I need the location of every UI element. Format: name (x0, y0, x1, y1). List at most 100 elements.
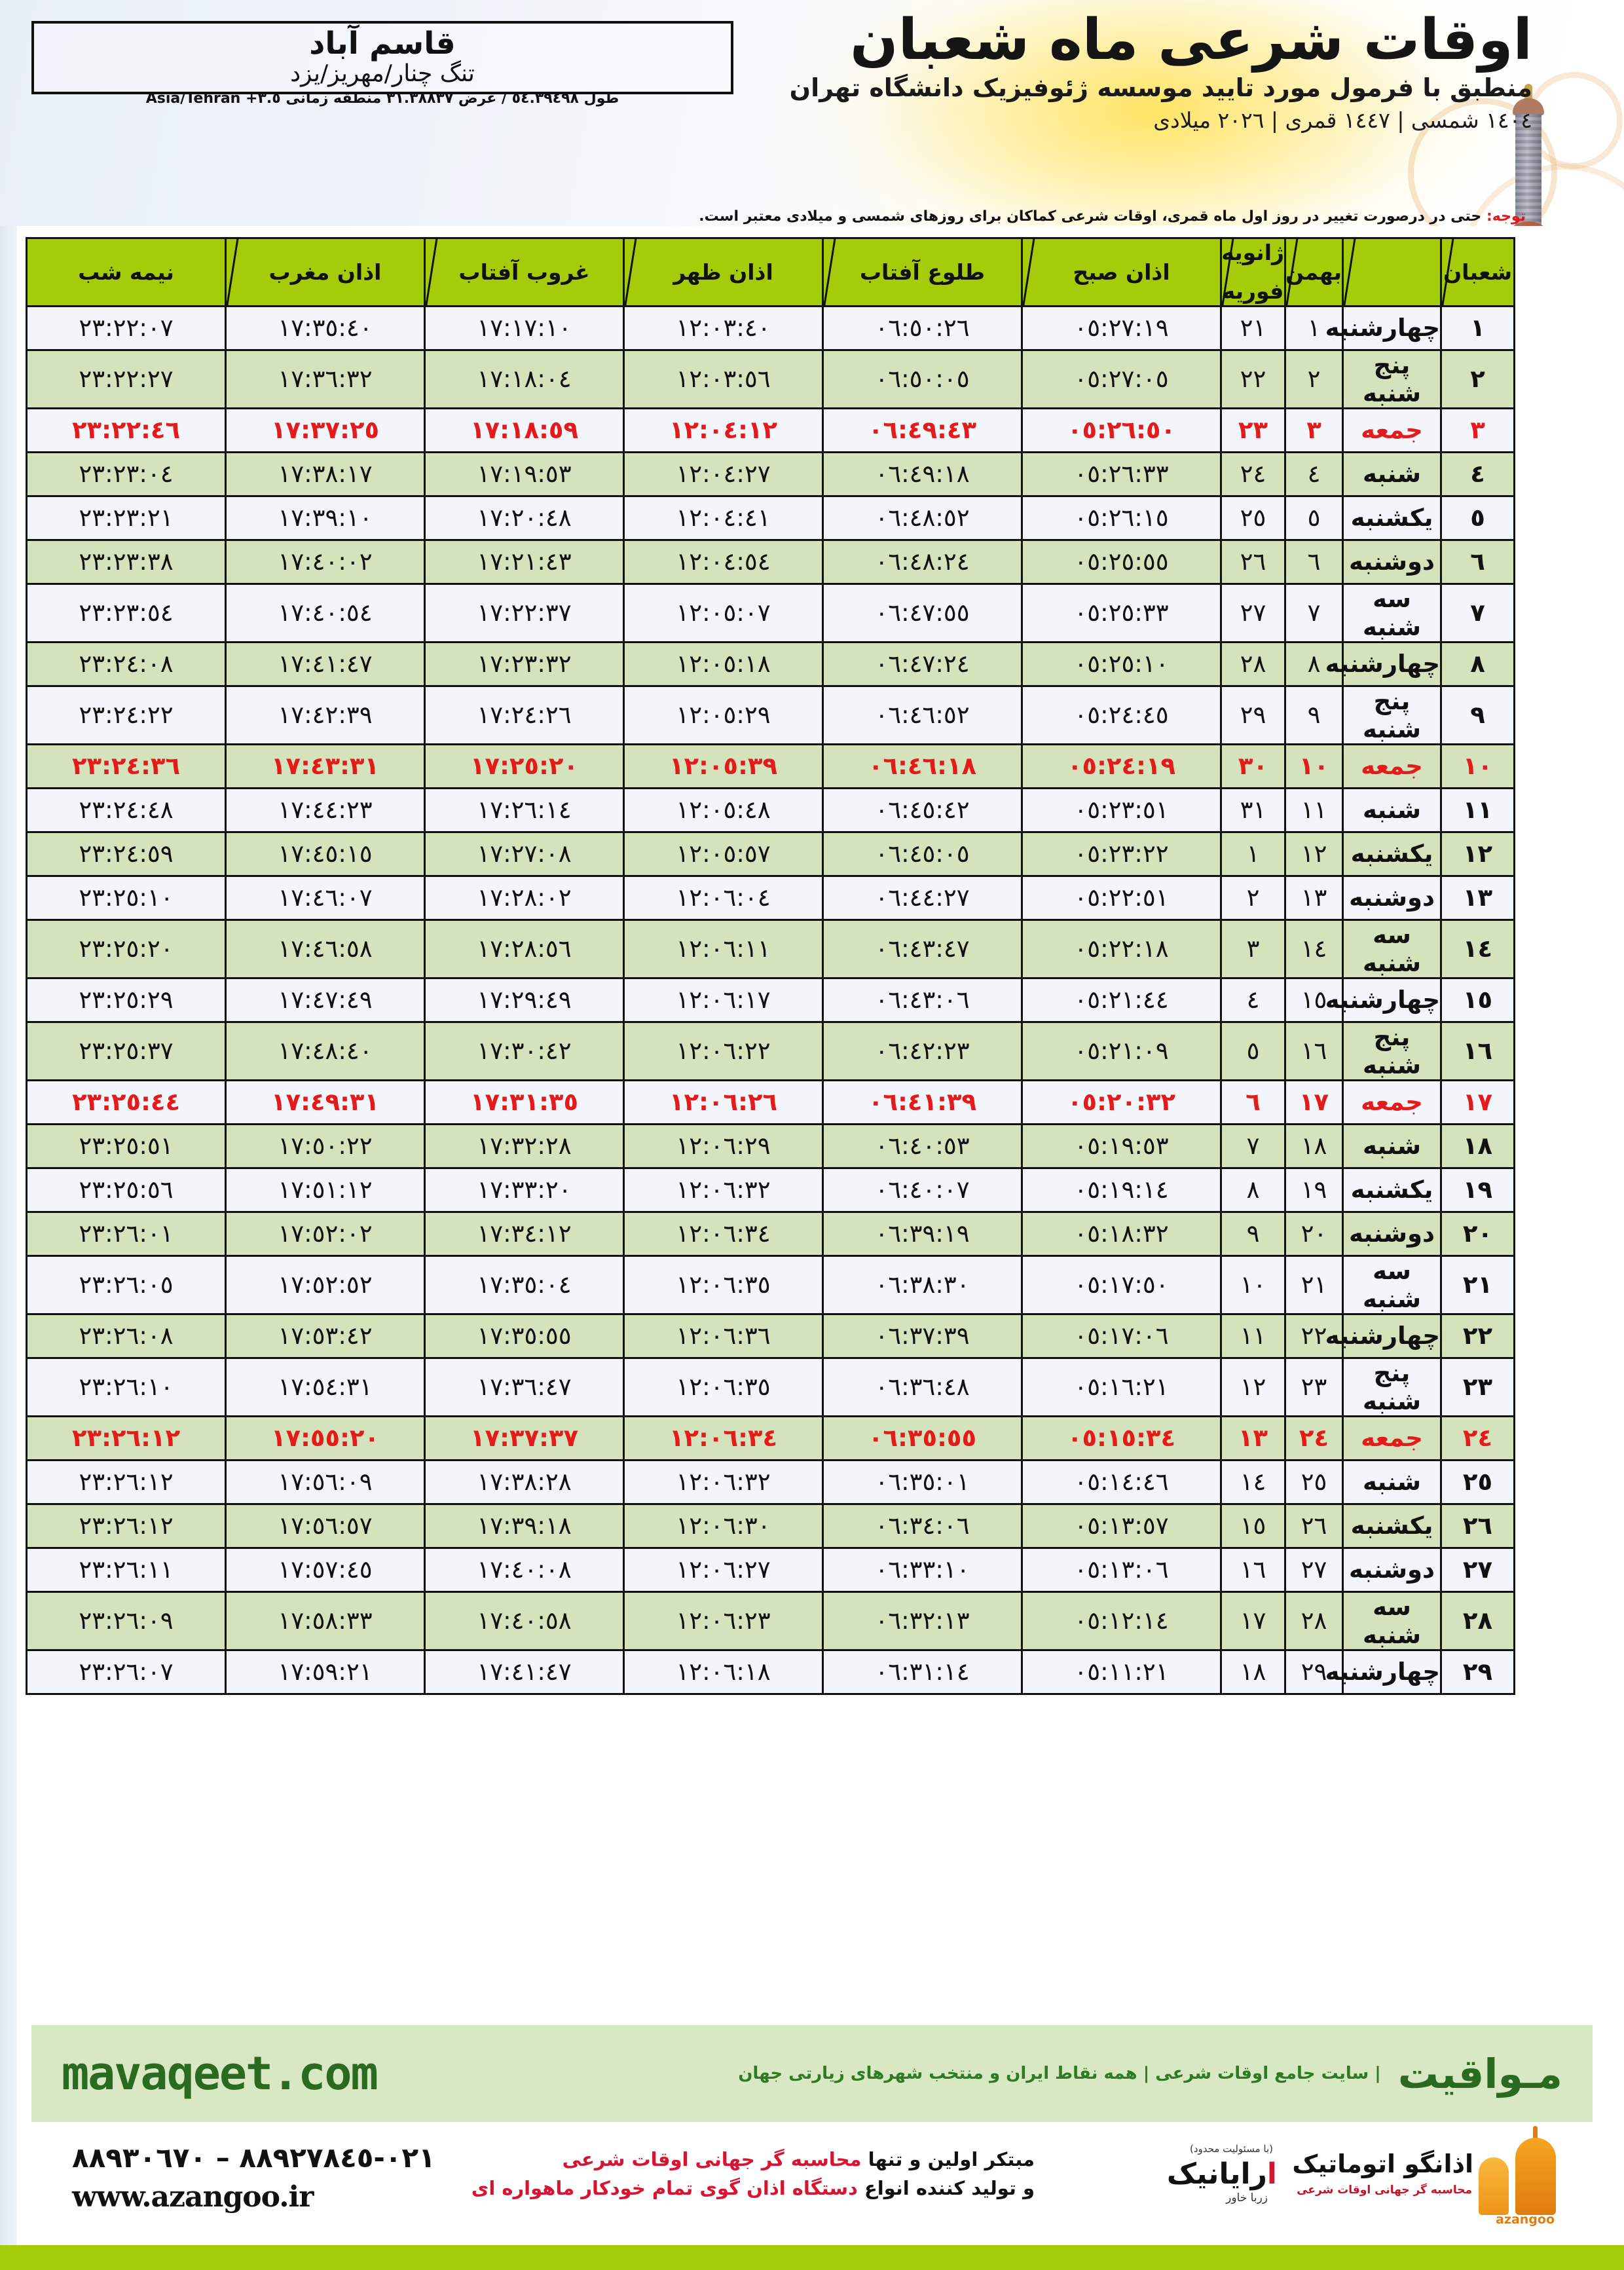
date-gregorian: ٣ (1220, 918, 1286, 979)
page-title: اوقات شرعی ماه شعبان (850, 7, 1533, 73)
table-row: ١٣ دوشنبه ١٣ ٢ ٠٥:٢٢:٥١ ٠٦:٤٤:٢٧ ١٢:٠٦:٠٤ ١٧:٢٨… (26, 874, 1515, 921)
weekday-name: چهارشنبه (1325, 1648, 1442, 1695)
time-fajr: ٠٥:١١:٢١ (1021, 1648, 1222, 1695)
time-fajr: ٠٥:٢٥:٣٣ (1021, 582, 1222, 643)
date-gregorian: ٢٨ (1220, 641, 1286, 687)
time-midnight: ٢٣:٢٦:٠٥ (26, 1254, 227, 1315)
time-sunrise: ٠٦:٤٥:٠٥ (822, 830, 1023, 877)
table-row: ١٨ شنبه ١٨ ٧ ٠٥:١٩:٥٣ ٠٦:٤٠:٥٣ ١٢:٠٦:٢٩ ١٧:٣٢:٢… (26, 1123, 1515, 1169)
promo-tagline: | سایت جامع اوقات شرعی | همه نقاط ایران … (738, 2064, 1381, 2083)
weekday-name: شنبه (1342, 787, 1442, 833)
weekday-name: یکشنبه (1342, 494, 1442, 541)
date-gregorian: ١ (1220, 830, 1286, 877)
time-midnight: ٢٣:٢٥:١٠ (26, 874, 227, 921)
time-midnight: ٢٣:٢٤:٢٢ (26, 684, 227, 745)
time-midnight: ٢٣:٢٤:٠٨ (26, 641, 227, 687)
footer-claim: مبتکر اولین و تنها محاسبه گر جهانی اوقات… (458, 2146, 1035, 2203)
weekday-name: پنج شنبه (1342, 1020, 1442, 1081)
weekday-name: پنج شنبه (1342, 1356, 1442, 1417)
day-number-shaban: ١ (1440, 305, 1515, 351)
col-header-fajr: اذان صبح (1021, 237, 1222, 307)
time-maghrib: ١٧:٣٦:٣٢ (225, 348, 426, 409)
time-sunrise: ٠٦:٣٨:٣٠ (822, 1254, 1023, 1315)
time-dhuhr: ١٢:٠٥:٢٩ (623, 684, 824, 745)
day-number-shaban: ٦ (1440, 538, 1515, 585)
time-sunset: ١٧:٣٥:٠٤ (424, 1254, 625, 1315)
date-bahman: ٢٩ (1284, 1648, 1344, 1695)
rayaneek-tiny-note-2: زربا خاور (1226, 2191, 1268, 2205)
time-fajr: ٠٥:٢٥:٥٥ (1021, 538, 1222, 585)
table-row: ٢٤ جمعه ٢٤ ١٣ ٠٥:١٥:٣٤ ٠٦:٣٥:٥٥ ١٢:٠٦:٣٤ ١٧:٣٧:… (26, 1415, 1515, 1461)
time-fajr: ٠٥:٢٧:٠٥ (1021, 348, 1222, 409)
rayaneek-name: ارایانیک (1166, 2157, 1277, 2191)
time-sunset: ١٧:٣٣:٢٠ (424, 1166, 625, 1213)
time-dhuhr: ١٢:٠٤:١٢ (623, 407, 824, 453)
footer-website[interactable]: www.azangoo.ir (72, 2180, 314, 2214)
date-bahman: ٨ (1284, 641, 1344, 687)
time-sunrise: ٠٦:٤٥:٤٢ (822, 787, 1023, 833)
promo-url[interactable]: mavaqeet.com (62, 2047, 378, 2100)
date-bahman: ٩ (1284, 684, 1344, 745)
table-row: ٢٥ شنبه ٢٥ ١٤ ٠٥:١٤:٤٦ ٠٦:٣٥:٠١ ١٢:٠٦:٣٢ ١٧:٣٨:… (26, 1459, 1515, 1505)
table-row: ١٤ سه شنبه ١٤ ٣ ٠٥:٢٢:١٨ ٠٦:٤٣:٤٧ ١٢:٠٦:١١ ١٧:٢… (26, 918, 1515, 979)
day-number-shaban: ٢٤ (1440, 1415, 1515, 1461)
table-row: ٧ سه شنبه ٧ ٢٧ ٠٥:٢٥:٣٣ ٠٦:٤٧:٥٥ ١٢:٠٥:٠٧ ١٧:٢٢… (26, 582, 1515, 643)
date-bahman: ٢٢ (1284, 1312, 1344, 1359)
day-number-shaban: ٢٦ (1440, 1502, 1515, 1549)
year-line: ١٤٠٤ شمسی | ١٤٤٧ قمری | ٢٠٢٦ میلادی (1153, 107, 1532, 133)
time-fajr: ٠٥:٢١:٤٤ (1021, 977, 1222, 1023)
time-dhuhr: ١٢:٠٦:٢٧ (623, 1546, 824, 1593)
dome-spire-icon (1533, 2126, 1538, 2140)
day-number-shaban: ٤ (1440, 451, 1515, 497)
time-fajr: ٠٥:١٣:٠٦ (1021, 1546, 1222, 1593)
day-number-shaban: ٩ (1440, 684, 1515, 745)
time-dhuhr: ١٢:٠٤:٥٤ (623, 538, 824, 585)
weekday-name: جمعه (1342, 1079, 1442, 1125)
date-bahman: ٢٧ (1284, 1546, 1344, 1593)
time-midnight: ٢٣:٢٥:٥٦ (26, 1166, 227, 1213)
time-dhuhr: ١٢:٠٥:٥٧ (623, 830, 824, 877)
time-sunset: ١٧:٢٥:٢٠ (424, 743, 625, 789)
time-sunset: ١٧:١٨:٠٤ (424, 348, 625, 409)
claim-1-highlight: محاسبه گر جهانی اوقات شرعی (562, 2148, 862, 2170)
time-dhuhr: ١٢:٠٦:٣٢ (623, 1459, 824, 1505)
date-gregorian: ٢٦ (1220, 538, 1286, 585)
time-fajr: ٠٥:٢٣:٥١ (1021, 787, 1222, 833)
time-maghrib: ١٧:٥٠:٢٢ (225, 1123, 426, 1169)
notice-text: حتی در درصورت تغییر در روز اول ماه قمری،… (699, 208, 1486, 225)
time-sunset: ١٧:٢٨:٥٦ (424, 918, 625, 979)
minaret-icon (1498, 84, 1559, 226)
time-fajr: ٠٥:١٥:٣٤ (1021, 1415, 1222, 1461)
date-gregorian: ٢٢ (1220, 348, 1286, 409)
time-midnight: ٢٣:٢٥:٥١ (26, 1123, 227, 1169)
weekday-name: شنبه (1342, 1459, 1442, 1505)
table-row: ١ چهارشنبه ١ ٢١ ٠٥:٢٧:١٩ ٠٦:٥٠:٢٦ ١٢:٠٣:٤٠ ١٧:١… (26, 305, 1515, 351)
time-sunrise: ٠٦:٤٩:٤٣ (822, 407, 1023, 453)
time-dhuhr: ١٢:٠٦:١٨ (623, 1648, 824, 1695)
date-gregorian: ٢ (1220, 874, 1286, 921)
time-sunset: ١٧:٢٩:٤٩ (424, 977, 625, 1023)
date-bahman: ١١ (1284, 787, 1344, 833)
time-maghrib: ١٧:٥٢:٥٢ (225, 1254, 426, 1315)
footer-claim-line-2: و تولید کننده انواع دستگاه اذان گوی تمام… (458, 2174, 1035, 2203)
time-sunset: ١٧:٢٧:٠٨ (424, 830, 625, 877)
date-bahman: ٢٠ (1284, 1210, 1344, 1257)
time-midnight: ٢٣:٢٤:٣٦ (26, 743, 227, 789)
date-gregorian: ٩ (1220, 1210, 1286, 1257)
date-bahman: ٤ (1284, 451, 1344, 497)
time-fajr: ٠٥:٢٢:١٨ (1021, 918, 1222, 979)
day-number-shaban: ١٨ (1440, 1123, 1515, 1169)
azangoo-name: اذانگو اتوماتیک (1292, 2149, 1473, 2178)
time-sunrise: ٠٦:٤٨:٢٤ (822, 538, 1023, 585)
day-number-shaban: ٨ (1440, 641, 1515, 687)
page-subtitle: منطبق با فرمول مورد تایید موسسه ژئوفیزیک… (789, 73, 1532, 102)
prayer-times-table-wrapper: شعبان بهمن ژانویه فوریه اذان صبح طلوع آف… (26, 237, 1515, 1695)
time-sunset: ١٧:٣٥:٥٥ (424, 1312, 625, 1359)
time-maghrib: ١٧:٤٤:٢٣ (225, 787, 426, 833)
date-gregorian: ١١ (1220, 1312, 1286, 1359)
time-dhuhr: ١٢:٠٦:٣٤ (623, 1210, 824, 1257)
table-row: ٢٣ پنج شنبه ٢٣ ١٢ ٠٥:١٦:٢١ ٠٦:٣٦:٤٨ ١٢:٠٦:٣٥ ١٧… (26, 1356, 1515, 1417)
table-row: ٢٢ چهارشنبه ٢٢ ١١ ٠٥:١٧:٠٦ ٠٦:٣٧:٣٩ ١٢:٠٦:٣٦ ١٧… (26, 1312, 1515, 1359)
day-number-shaban: ١٩ (1440, 1166, 1515, 1213)
time-sunrise: ٠٦:٣٤:٠٦ (822, 1502, 1023, 1549)
